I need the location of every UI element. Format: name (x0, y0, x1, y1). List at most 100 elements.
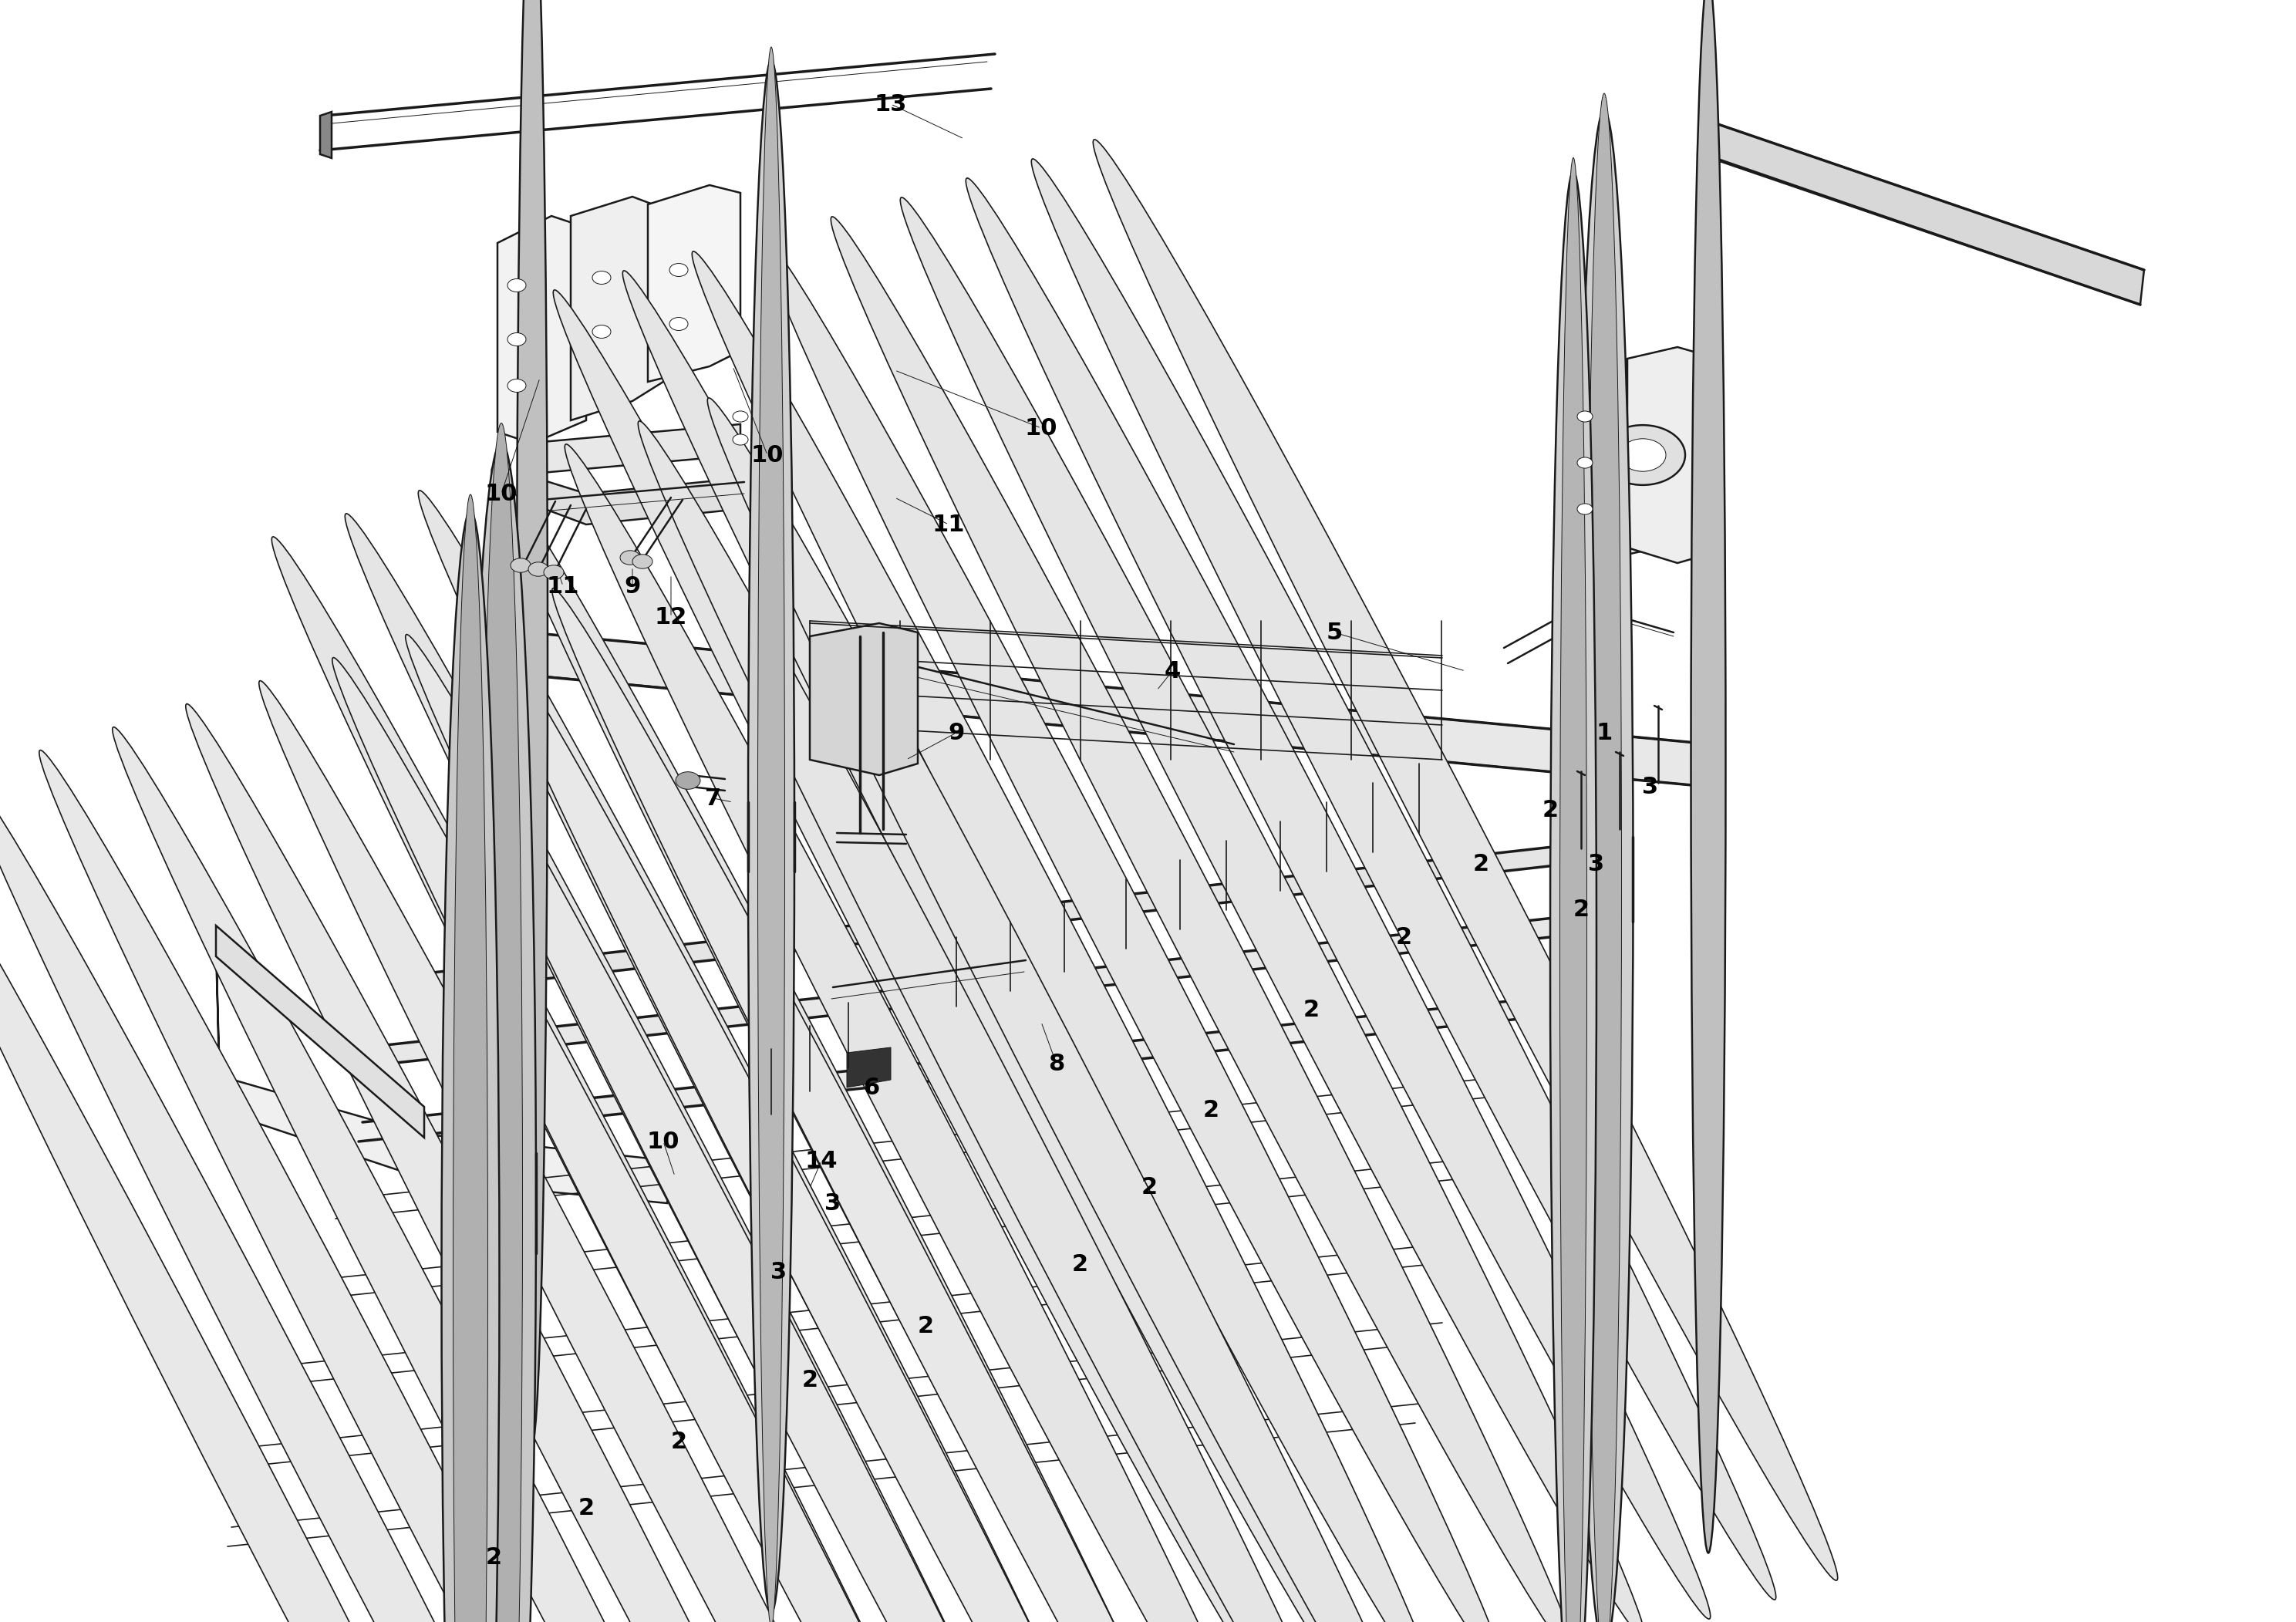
Ellipse shape (1093, 139, 1837, 1580)
Ellipse shape (900, 198, 1644, 1622)
Circle shape (631, 555, 652, 569)
Polygon shape (319, 112, 331, 157)
Text: 7: 7 (705, 787, 721, 809)
Ellipse shape (418, 490, 1162, 1622)
Text: 8: 8 (1049, 1053, 1065, 1075)
Ellipse shape (1559, 157, 1587, 1622)
Polygon shape (523, 474, 739, 524)
Text: 2: 2 (1472, 853, 1488, 874)
Text: 3: 3 (1589, 853, 1605, 874)
Text: 11: 11 (546, 574, 579, 597)
Text: 3: 3 (771, 1262, 788, 1283)
Text: 3: 3 (824, 1192, 840, 1215)
Ellipse shape (113, 727, 859, 1622)
Text: 12: 12 (654, 607, 687, 628)
Circle shape (507, 380, 526, 393)
Text: 2: 2 (1072, 1254, 1088, 1277)
Ellipse shape (553, 290, 1297, 1622)
Text: 2: 2 (670, 1431, 687, 1453)
Text: 2: 2 (801, 1369, 817, 1392)
Text: 2: 2 (1302, 999, 1320, 1022)
Text: 2: 2 (918, 1315, 934, 1338)
Polygon shape (402, 845, 1573, 994)
Ellipse shape (480, 423, 523, 1622)
Text: 3: 3 (1642, 775, 1658, 798)
Polygon shape (216, 926, 670, 1204)
Ellipse shape (638, 422, 1382, 1622)
Text: 10: 10 (484, 482, 517, 504)
Ellipse shape (748, 60, 794, 1614)
Text: 14: 14 (806, 1150, 838, 1173)
Text: 10: 10 (1024, 417, 1058, 440)
Text: 2: 2 (484, 1547, 503, 1568)
Ellipse shape (333, 657, 1079, 1622)
Circle shape (507, 333, 526, 345)
Polygon shape (528, 633, 1713, 787)
Text: 2: 2 (1141, 1176, 1157, 1199)
Ellipse shape (441, 511, 501, 1622)
Polygon shape (381, 918, 1554, 1064)
Ellipse shape (466, 443, 535, 1622)
Ellipse shape (517, 0, 546, 1444)
Ellipse shape (0, 774, 712, 1622)
Polygon shape (572, 196, 664, 420)
Text: 1: 1 (1596, 722, 1612, 744)
Ellipse shape (1575, 110, 1632, 1622)
Ellipse shape (39, 749, 785, 1622)
Circle shape (528, 563, 549, 576)
Text: 2: 2 (1396, 926, 1412, 949)
Text: 2: 2 (579, 1497, 595, 1520)
Ellipse shape (622, 271, 1366, 1622)
Ellipse shape (406, 634, 1153, 1622)
Ellipse shape (707, 397, 1451, 1622)
Ellipse shape (186, 704, 932, 1622)
Circle shape (675, 772, 700, 790)
Ellipse shape (480, 611, 1226, 1622)
Polygon shape (847, 1048, 891, 1087)
Ellipse shape (1587, 94, 1621, 1622)
Circle shape (1600, 425, 1685, 485)
Ellipse shape (1550, 172, 1596, 1622)
Text: 10: 10 (647, 1131, 680, 1153)
Circle shape (670, 318, 689, 331)
Circle shape (732, 435, 748, 444)
Ellipse shape (967, 178, 1711, 1619)
Polygon shape (647, 185, 739, 381)
Circle shape (1577, 410, 1593, 422)
Polygon shape (1628, 347, 1704, 563)
Polygon shape (810, 623, 918, 775)
Circle shape (592, 324, 611, 339)
Ellipse shape (565, 444, 1309, 1622)
Text: 9: 9 (948, 722, 964, 744)
Ellipse shape (1690, 0, 1727, 1552)
Text: 2: 2 (1543, 798, 1559, 821)
Ellipse shape (491, 467, 1235, 1622)
Polygon shape (1704, 120, 2144, 305)
Text: 4: 4 (1164, 660, 1180, 683)
Polygon shape (1573, 358, 1658, 555)
Circle shape (620, 550, 641, 564)
Ellipse shape (344, 514, 1091, 1622)
Circle shape (544, 564, 565, 579)
Ellipse shape (271, 537, 1017, 1622)
Polygon shape (523, 425, 739, 474)
Text: 2: 2 (1573, 899, 1589, 921)
Ellipse shape (551, 589, 1300, 1622)
Ellipse shape (758, 47, 785, 1622)
Text: 6: 6 (863, 1077, 879, 1098)
Circle shape (732, 410, 748, 422)
Circle shape (1577, 457, 1593, 469)
Ellipse shape (762, 235, 1506, 1622)
Polygon shape (216, 926, 425, 1137)
Polygon shape (358, 999, 1531, 1142)
Circle shape (507, 279, 526, 292)
Ellipse shape (831, 217, 1575, 1622)
Text: 10: 10 (751, 444, 783, 466)
Text: 9: 9 (625, 574, 641, 597)
Circle shape (592, 271, 611, 284)
Circle shape (670, 263, 689, 276)
Circle shape (1577, 503, 1593, 514)
Circle shape (1619, 438, 1667, 472)
Ellipse shape (452, 495, 487, 1622)
Text: 2: 2 (1203, 1100, 1219, 1122)
